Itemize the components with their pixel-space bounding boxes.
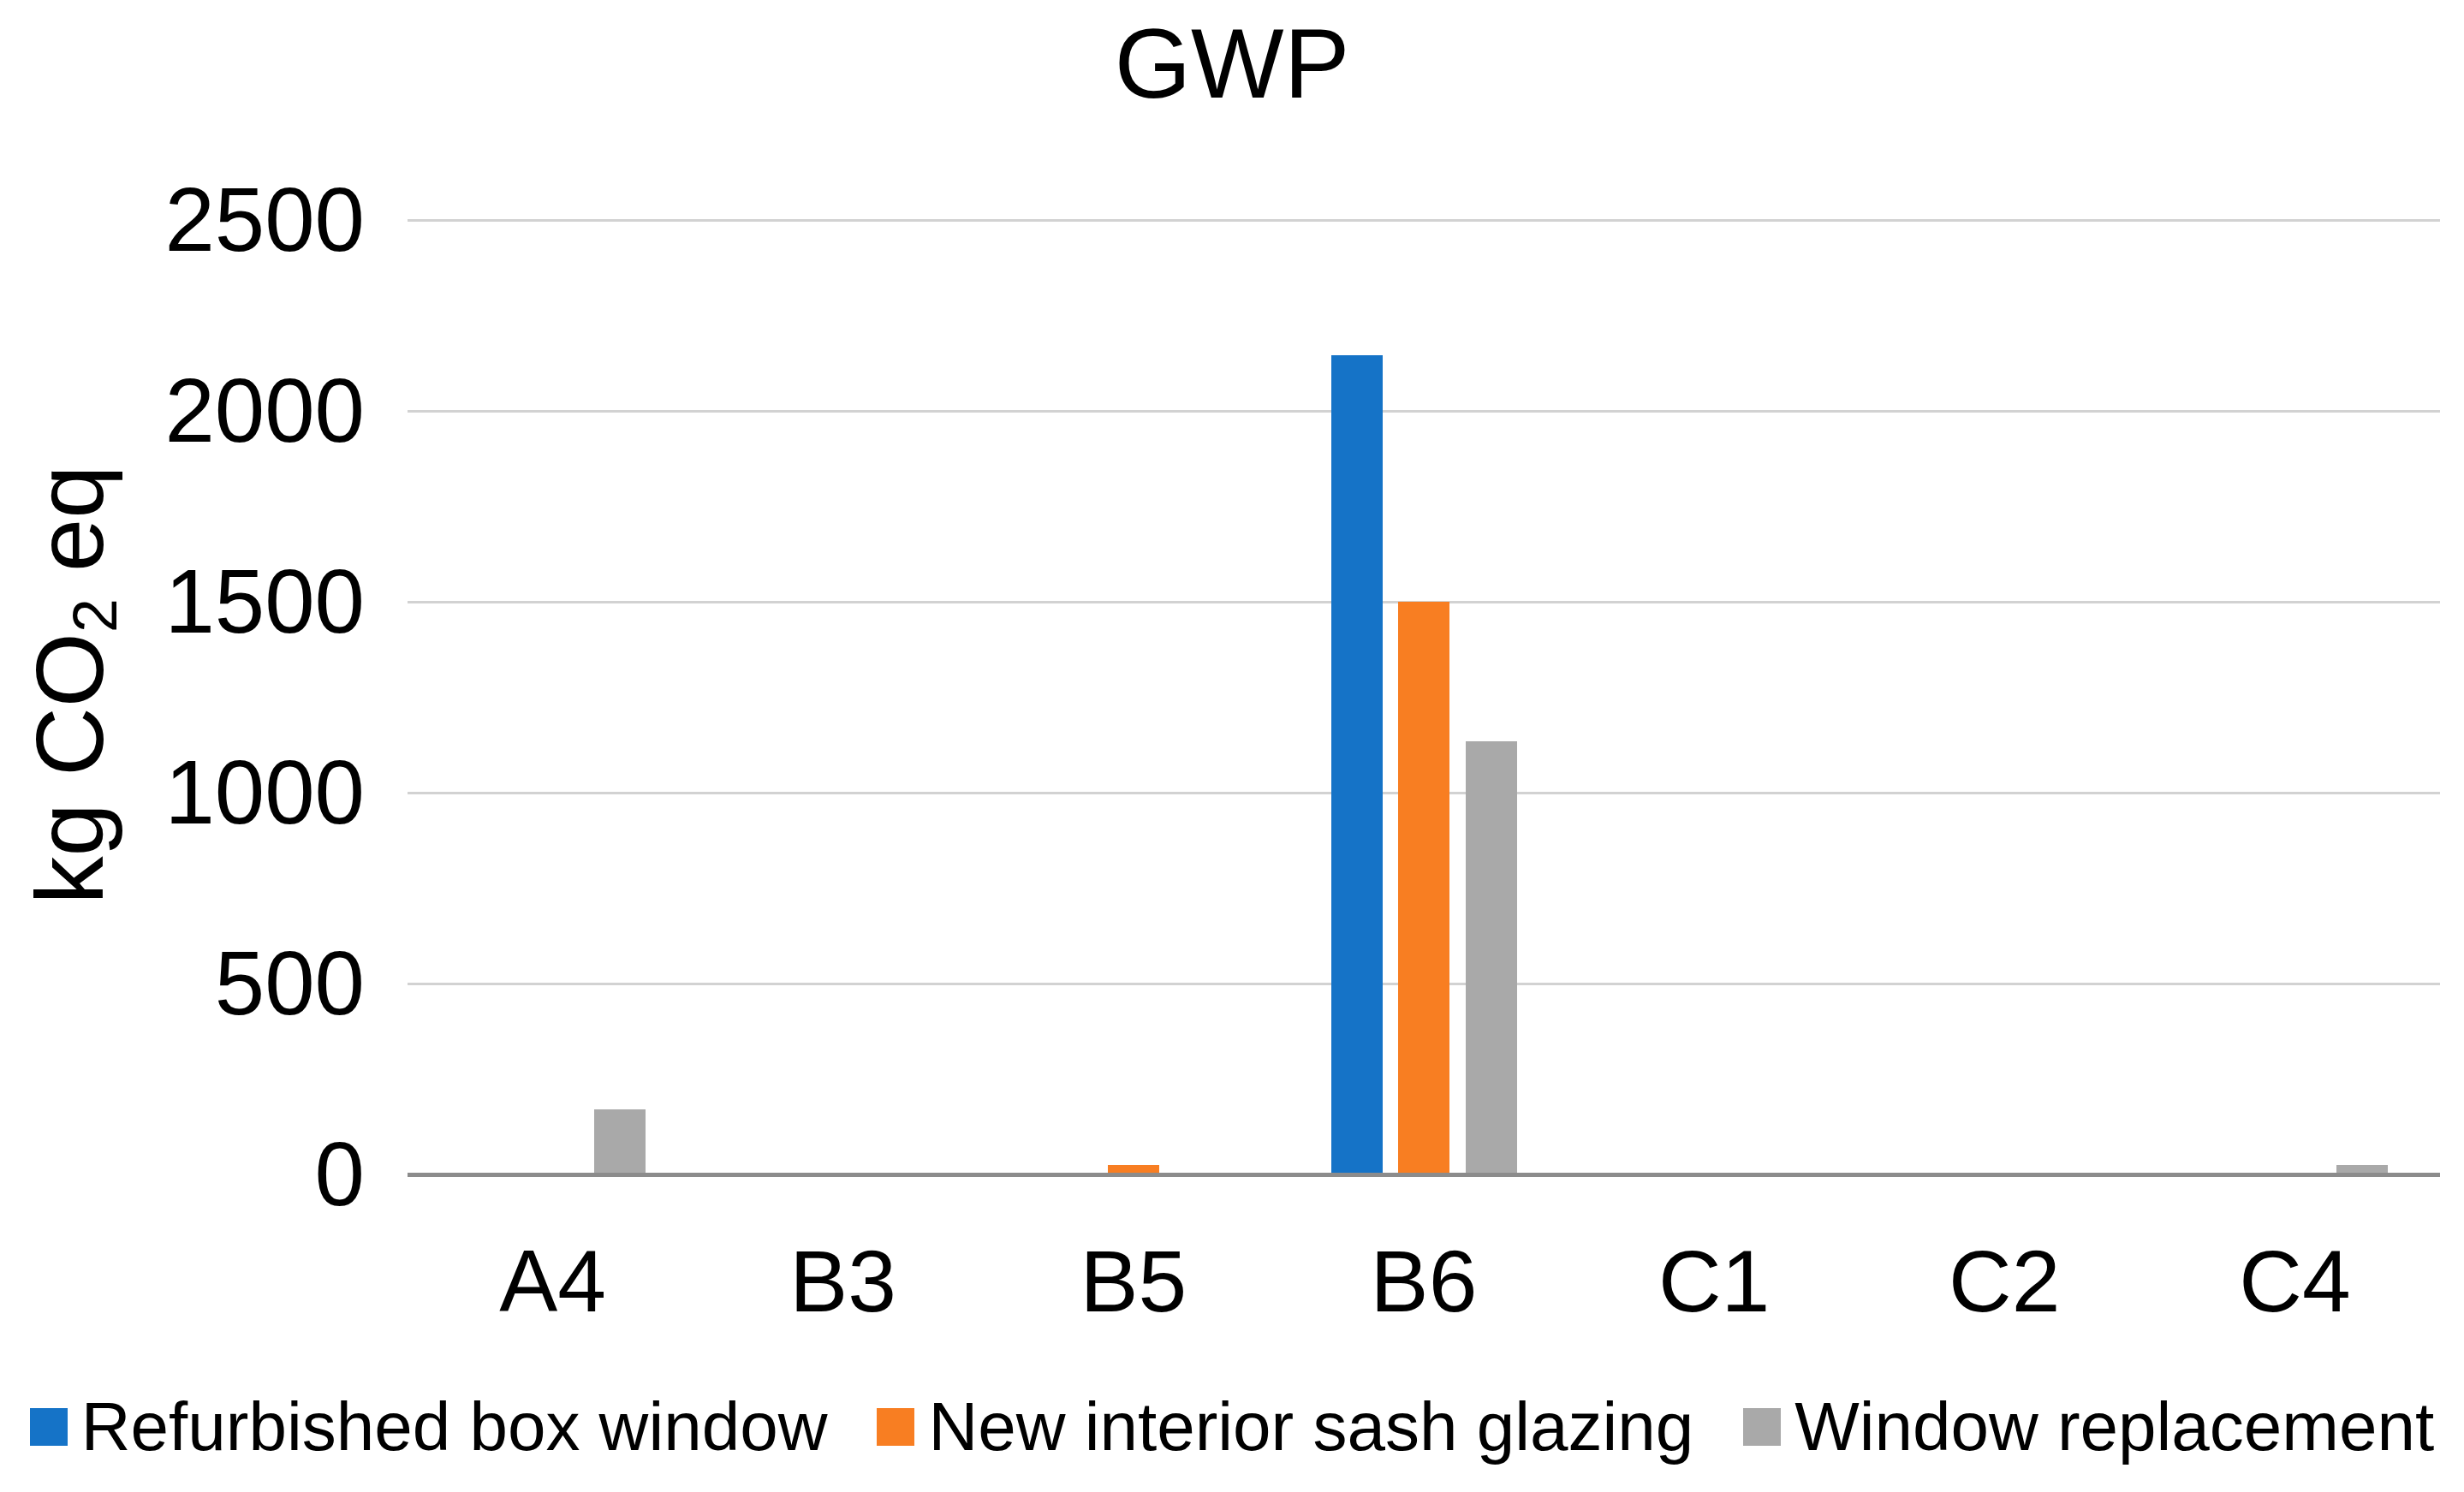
legend-swatch-icon [1743,1408,1781,1446]
y-tick-label-2000: 2000 [82,364,365,458]
bar-A4-series-3 [594,1109,646,1174]
x-tick-label-B3: B3 [698,1234,989,1329]
x-axis-line [408,1173,2440,1177]
x-tick-label-B5: B5 [988,1234,1279,1329]
legend-swatch-icon [877,1408,914,1446]
x-tick-label-C2: C2 [1859,1234,2150,1329]
gridline-2000 [408,410,2440,413]
y-tick-label-2500: 2500 [82,173,365,267]
y-tick-label-500: 500 [82,936,365,1031]
legend-item-1: Refurbished box window [30,1386,828,1468]
gridline-2500 [408,219,2440,222]
legend-item-2: New interior sash glazing [877,1386,1693,1468]
legend-label: Refurbished box window [81,1386,828,1468]
x-tick-label-B6: B6 [1278,1234,1569,1329]
y-tick-label-1500: 1500 [82,555,365,649]
plot-area: 0 500 1000 1500 2000 2500 A4B3B5B6C1C2C4 [0,0,2464,1492]
gwp-bar-chart-figure: GWP kg CO2 eq 05001000150020002500A4B3B5… [0,0,2464,1492]
bar-B6-series-2 [1398,602,1449,1174]
legend-swatch-icon [30,1408,68,1446]
legend-label: New interior sash glazing [928,1386,1693,1468]
legend-label: Window replacement [1794,1386,2434,1468]
y-tick-label-0: 0 [82,1127,365,1222]
x-tick-label-C4: C4 [2149,1234,2440,1329]
y-tick-label-1000: 1000 [82,746,365,840]
legend-item-3: Window replacement [1743,1386,2434,1468]
x-tick-label-C1: C1 [1568,1234,1860,1329]
bar-B6-series-1 [1331,355,1383,1174]
legend: Refurbished box window New interior sash … [0,1380,2464,1474]
x-tick-label-A4: A4 [408,1234,699,1329]
bar-B6-series-3 [1466,741,1517,1174]
